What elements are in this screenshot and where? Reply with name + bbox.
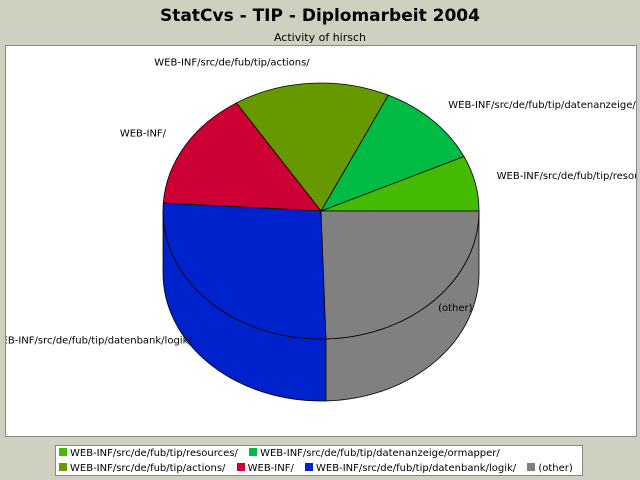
legend-label: WEB-INF/src/de/fub/tip/datenbank/logik/ [316, 463, 517, 474]
legend-label: WEB-INF/ [247, 463, 294, 474]
legend-row: WEB-INF/src/de/fub/tip/actions/ WEB-INF/… [59, 463, 581, 474]
slice-label: WEB-INF/ [120, 129, 167, 140]
legend-row: WEB-INF/src/de/fub/tip/resources/ WEB-IN… [59, 448, 508, 459]
legend-swatch [59, 448, 67, 456]
legend-label: WEB-INF/src/de/fub/tip/actions/ [70, 463, 226, 474]
plot-area: WEB-INF/src/de/fub/tip/resources/WEB-INF… [5, 45, 637, 437]
legend-label: (other) [538, 463, 573, 474]
legend-swatch [236, 463, 245, 471]
pie-chart: WEB-INF/src/de/fub/tip/resources/WEB-INF… [6, 57, 636, 402]
legend-swatch [59, 463, 67, 471]
legend-label: WEB-INF/src/de/fub/tip/datenanzeige/orma… [260, 448, 500, 459]
legend-item: WEB-INF/src/de/fub/tip/actions/ [59, 463, 225, 474]
legend-item: (other) [527, 463, 573, 474]
slice-label: WEB-INF/src/de/fub/tip/resources/ [497, 171, 636, 182]
legend-item: WEB-INF/src/de/fub/tip/datenanzeige/orma… [249, 448, 500, 459]
legend: WEB-INF/src/de/fub/tip/resources/ WEB-IN… [55, 445, 583, 476]
legend-label: WEB-INF/src/de/fub/tip/resources/ [70, 448, 238, 459]
legend-item: WEB-INF/ [236, 463, 294, 474]
legend-swatch [527, 463, 536, 471]
pie-slice [320, 210, 480, 340]
chart-title: StatCvs - TIP - Diplomarbeit 2004 [160, 6, 480, 26]
legend-item: WEB-INF/src/de/fub/tip/resources/ [59, 448, 238, 459]
slice-label: WEB-INF/src/de/fub/tip/datenbank/logik/ [6, 336, 192, 347]
slice-label: WEB-INF/src/de/fub/tip/actions/ [154, 57, 310, 68]
pie-slice [235, 82, 389, 212]
pie-slice [320, 94, 465, 212]
legend-item: WEB-INF/src/de/fub/tip/datenbank/logik/ [305, 463, 516, 474]
chart-subtitle: Activity of hirsch [273, 31, 367, 44]
slice-label: WEB-INF/src/de/fub/tip/datenanzeige/orma… [448, 100, 636, 111]
pie-slice [162, 102, 322, 212]
pie-slice [162, 202, 327, 340]
slice-label: (other) [438, 303, 473, 314]
legend-swatch [249, 448, 258, 456]
legend-swatch [305, 463, 314, 471]
